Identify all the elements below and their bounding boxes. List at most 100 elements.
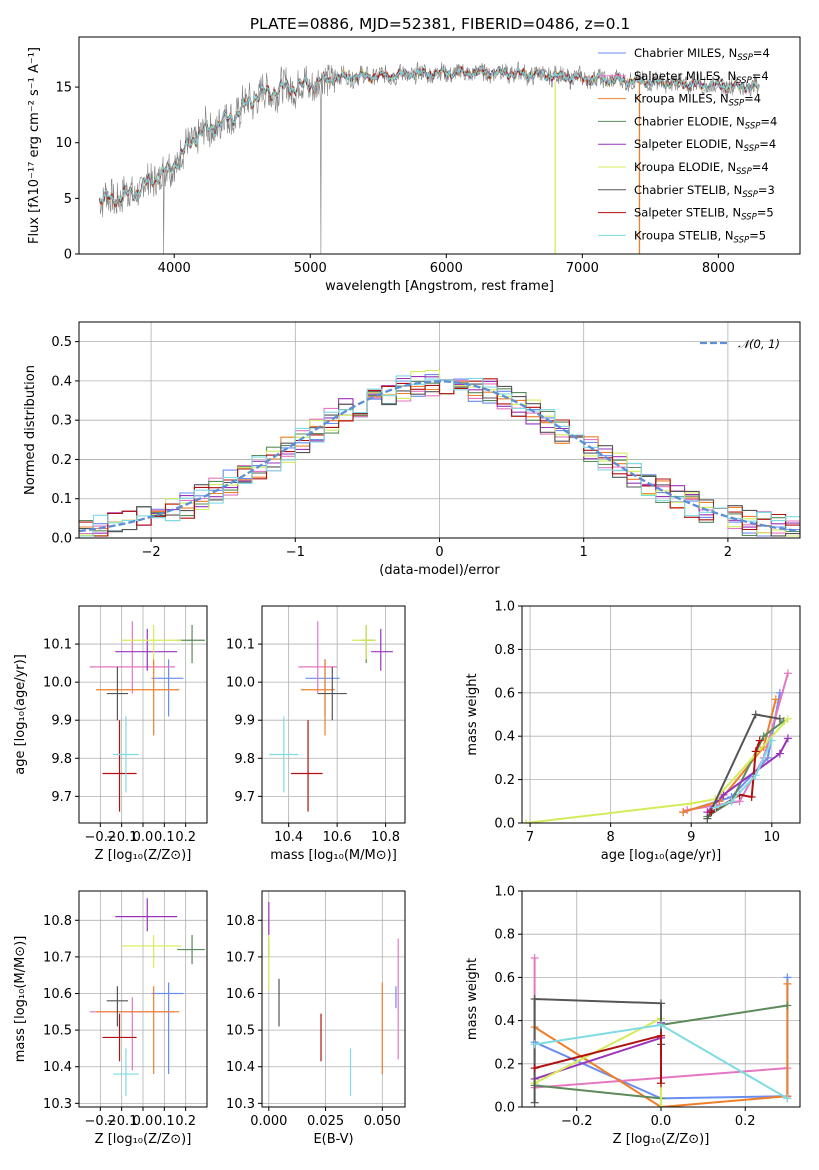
legend-entry: 𝒩(0, 1): [738, 337, 780, 351]
x-tick-label: 0.050: [364, 1114, 401, 1129]
x-tick-label: 0.1: [154, 1114, 175, 1129]
axes-frame: [521, 605, 801, 824]
spectrum-plot: [98, 60, 760, 254]
massweight-vs-age-axes: 7 8 9 10 0.0 0.2 0.4 0.6 0.8 1.0: [494, 600, 800, 845]
y-tick-label: 10.5: [43, 1024, 72, 1039]
y-tick-label: 10.0: [43, 676, 72, 691]
mass-vs-EBV-axes: 0.000 0.025 0.050 10.3 10.4 10.5 10.6 10.7 10.8: [226, 891, 405, 1129]
y-tick-label: 9.9: [234, 714, 255, 729]
y-tick-label: 10.7: [226, 950, 255, 965]
x-tick-label: −0.1: [106, 1114, 138, 1129]
axes-frame: [78, 321, 801, 539]
y-tick-label: 10.4: [43, 1060, 72, 1075]
x-tick-label: 10: [764, 830, 781, 845]
x-tick-label: 8000: [702, 261, 735, 276]
weight-line: [534, 983, 789, 1107]
y-tick-label: 15: [55, 81, 72, 96]
y-tick-label: 0.8: [494, 928, 515, 943]
mass-vs-Z-plot: [89, 898, 205, 1097]
y-tick-label: 9.7: [234, 790, 255, 805]
y-tick-label: 10.3: [43, 1097, 72, 1112]
legend-entry: Chabrier STELIB, NSSP=3: [634, 183, 775, 200]
y-tick-label: 10.8: [43, 914, 72, 929]
x-tick-label: −2: [142, 545, 161, 560]
residuals-plot: [79, 369, 800, 537]
legend-entry: Kroupa STELIB, NSSP=5: [634, 228, 766, 245]
x-tick-label: 0.2: [735, 1114, 756, 1129]
x-tick-label: 5000: [294, 261, 327, 276]
chart-title: PLATE=0886, MJD=52381, FIBERID=0486, z=0…: [250, 15, 631, 33]
x-tick-label: 0.2: [175, 830, 196, 845]
y-tick-label: 9.9: [51, 714, 72, 729]
x-tick-label: 1: [580, 545, 588, 560]
y-tick-label: 0: [64, 248, 72, 263]
x-tick-label: −0.2: [85, 1114, 117, 1129]
y-tick-label: 1.0: [494, 885, 515, 900]
legend-entry: Chabrier MILES, NSSP=4: [634, 46, 770, 63]
y-tick-label: 10.3: [226, 1097, 255, 1112]
y-tick-label: 1.0: [494, 600, 515, 615]
y-tick-label: 9.8: [234, 752, 255, 767]
x-tick-label: 0.1: [154, 830, 175, 845]
y-tick-label: 0.8: [494, 643, 515, 658]
x-tick-label: 8: [606, 830, 614, 845]
x-tick-label: 10.4: [274, 830, 303, 845]
x-tick-label: 6000: [430, 261, 463, 276]
axes-frame: [261, 890, 406, 1108]
weight-line: [715, 740, 773, 809]
x-axis-label: Z [log₁₀(Z/Z⊙)]: [95, 848, 192, 863]
x-axis-label: Z [log₁₀(Z/Z⊙)]: [95, 1132, 192, 1147]
y-tick-label: 10: [55, 136, 72, 151]
legend-entry: Chabrier ELODIE, NSSP=4: [634, 114, 777, 131]
x-tick-label: 4000: [158, 261, 191, 276]
x-tick-label: 0.000: [250, 1114, 287, 1129]
x-tick-label: 0.025: [307, 1114, 344, 1129]
weight-line: [706, 720, 785, 818]
y-axis-label: age [log₁₀(age/yr)]: [13, 654, 28, 775]
axes-frame: [261, 605, 406, 824]
spectrum-legend: Chabrier MILES, NSSP=4 Salpeter MILES, NS…: [598, 46, 777, 245]
y-tick-label: 0.2: [494, 1057, 515, 1072]
x-tick-label: 10.6: [323, 830, 352, 845]
x-axis-label: wavelength [Angstrom, rest frame]: [325, 279, 554, 294]
y-tick-label: 0.4: [494, 730, 515, 745]
y-tick-label: 0.6: [494, 686, 515, 701]
y-tick-label: 10.7: [43, 950, 72, 965]
x-tick-label: 7: [526, 830, 534, 845]
x-tick-label: 9: [687, 830, 695, 845]
y-axis-label: Flux [fλ10⁻¹⁷ erg cm⁻² s⁻¹ A⁻¹]: [27, 47, 42, 244]
y-tick-label: 10.1: [43, 638, 72, 653]
y-tick-label: 10.6: [43, 987, 72, 1002]
weight-line: [525, 718, 789, 823]
y-tick-label: 0.0: [51, 532, 72, 547]
axes-frame: [78, 890, 208, 1108]
x-tick-label: −0.2: [85, 830, 117, 845]
x-axis-label: (data-model)/error: [379, 563, 500, 578]
x-tick-label: 2: [724, 545, 732, 560]
y-tick-label: 0.4: [51, 374, 72, 389]
y-tick-label: 0.2: [494, 773, 515, 788]
histogram-7: [79, 378, 800, 537]
legend-entry: Salpeter MILES, NSSP=4: [634, 69, 769, 86]
y-tick-label: 0.6: [494, 971, 515, 986]
y-axis-label: mass weight: [465, 673, 480, 755]
legend-entry: Kroupa MILES, NSSP=4: [634, 92, 761, 109]
x-tick-label: 10.8: [371, 830, 400, 845]
x-axis-label: age [log₁₀(age/yr)]: [601, 848, 722, 863]
observed-spectrum: [99, 60, 760, 254]
y-tick-label: 0.2: [51, 453, 72, 468]
y-tick-label: 0.0: [494, 1101, 515, 1116]
y-axis-label: Normed distribution: [23, 365, 38, 495]
mass-vs-EBV-plot: [268, 901, 399, 1097]
model-spectrum-8: [99, 66, 760, 205]
axes-frame: [78, 605, 208, 824]
y-tick-label: 10.5: [226, 1024, 255, 1039]
y-tick-label: 0.5: [51, 335, 72, 350]
legend-entry: Salpeter STELIB, NSSP=5: [634, 206, 774, 223]
x-tick-label: 0.2: [175, 1114, 196, 1129]
y-tick-label: 0.3: [51, 414, 72, 429]
y-tick-label: 0.4: [494, 1014, 515, 1029]
y-tick-label: 10.4: [226, 1060, 255, 1075]
x-tick-label: 7000: [566, 261, 599, 276]
